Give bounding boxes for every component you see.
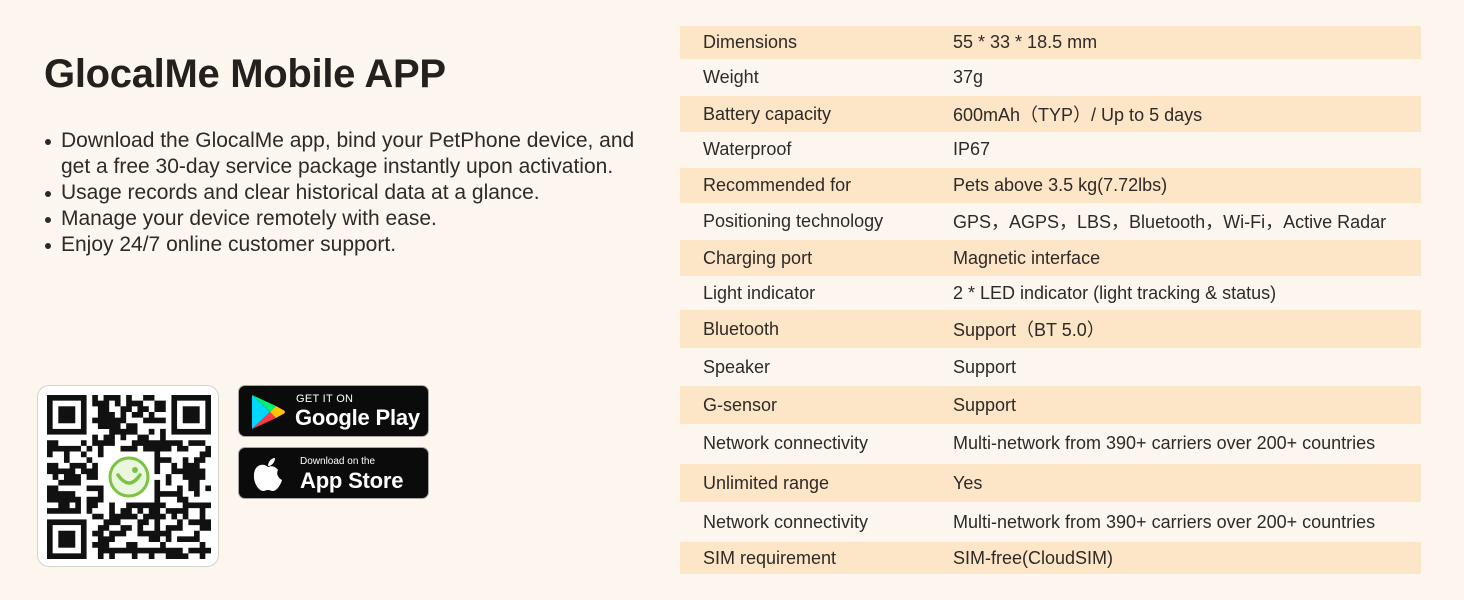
- spec-label: Network connectivity: [703, 433, 869, 453]
- spec-value: Yes: [953, 472, 983, 493]
- app-store-button[interactable]: Download on the App Store: [238, 447, 429, 499]
- spec-value: Support（BT 5.0）: [953, 320, 1105, 340]
- feature-item: Enjoy 24/7 online customer support.: [42, 232, 642, 258]
- spec-value: Support: [953, 394, 1017, 415]
- app-store-small-text: Download on the: [300, 456, 376, 467]
- spec-label: Battery capacity: [703, 103, 832, 124]
- spec-row: Dimensions 55 * 33 * 18.5 mm: [680, 26, 1421, 59]
- spec-row: Recommended for Pets above 3.5 kg(7.72lbs…: [680, 168, 1421, 203]
- google-play-icon: [252, 395, 285, 429]
- spec-label: Positioning technology: [703, 210, 884, 231]
- spec-row: SIM requirement SIM-free(CloudSIM): [680, 542, 1421, 574]
- spec-label: Recommended for: [703, 175, 852, 195]
- spec-value: Magnetic interface: [953, 247, 1101, 268]
- spec-value: 37g: [953, 66, 984, 87]
- spec-row: Battery capacity 600mAh（TYP）/ Up to 5 day…: [680, 96, 1421, 132]
- spec-row: Positioning technology GPS，AGPS，LBS，Bluet…: [680, 203, 1421, 239]
- spec-table: Dimensions 55 * 33 * 18.5 mm Weight 37g Batt…: [680, 26, 1421, 574]
- spec-value: 55 * 33 * 18.5 mm: [953, 32, 1098, 52]
- feature-item: Manage your device remotely with ease.: [42, 206, 642, 232]
- spec-label: Waterproof: [703, 139, 792, 159]
- google-play-small-text: GET IT ON: [296, 393, 354, 405]
- spec-label: Speaker: [703, 356, 771, 377]
- spec-row: Bluetooth Support（BT 5.0）: [680, 310, 1421, 348]
- spec-value: Multi-network from 390+ carriers over 20…: [953, 433, 1376, 453]
- apple-icon: [253, 458, 282, 491]
- spec-value: SIM-free(CloudSIM): [953, 547, 1114, 568]
- spec-value: IP67: [953, 139, 991, 159]
- feature-item: Download the GlocalMe app, bind your Pet…: [42, 128, 642, 180]
- qr-code-card: [37, 385, 219, 567]
- spec-row: Unlimited range Yes: [680, 464, 1421, 502]
- spec-row: Speaker Support: [680, 348, 1421, 386]
- spec-row: Waterproof IP67: [680, 132, 1421, 167]
- spec-row: Weight 37g: [680, 59, 1421, 95]
- glocalme-logo-icon: [108, 456, 150, 498]
- spec-row: Network connectivity Multi-network from 3…: [680, 502, 1421, 542]
- feature-item: Usage records and clear historical data …: [42, 180, 642, 206]
- spec-value: 600mAh（TYP）/ Up to 5 days: [953, 105, 1203, 125]
- spec-label: Dimensions: [703, 32, 798, 52]
- spec-row: G-sensor Support: [680, 386, 1421, 424]
- google-play-label: Google Play: [295, 405, 420, 430]
- spec-row: Light indicator 2 * LED indicator (light …: [680, 276, 1421, 310]
- spec-label: Bluetooth: [703, 318, 780, 339]
- spec-value: Multi-network from 390+ carriers over 20…: [953, 511, 1376, 532]
- spec-label: SIM requirement: [703, 547, 837, 568]
- spec-value: Pets above 3.5 kg(7.72lbs): [953, 175, 1168, 195]
- spec-row: Network connectivity Multi-network from 3…: [680, 424, 1421, 463]
- spec-row: Charging port Magnetic interface: [680, 240, 1421, 276]
- spec-label: Weight: [703, 66, 759, 87]
- spec-value: GPS，AGPS，LBS，Bluetooth，Wi-Fi，Active Rada…: [953, 212, 1387, 232]
- spec-value: 2 * LED indicator (light tracking & stat…: [953, 282, 1277, 303]
- google-play-button[interactable]: GET IT ON Google Play: [238, 385, 429, 437]
- spec-label: Network connectivity: [703, 511, 869, 532]
- spec-label: G-sensor: [703, 394, 778, 415]
- app-store-label: App Store: [300, 468, 404, 493]
- spec-label: Charging port: [703, 247, 813, 268]
- spec-label: Light indicator: [703, 282, 816, 303]
- spec-value: Support: [953, 356, 1017, 377]
- spec-label: Unlimited range: [703, 472, 830, 493]
- feature-list: Download the GlocalMe app, bind your Pet…: [42, 128, 642, 258]
- qr-code-icon: [47, 395, 211, 559]
- page-title: GlocalMe Mobile APP: [44, 52, 446, 96]
